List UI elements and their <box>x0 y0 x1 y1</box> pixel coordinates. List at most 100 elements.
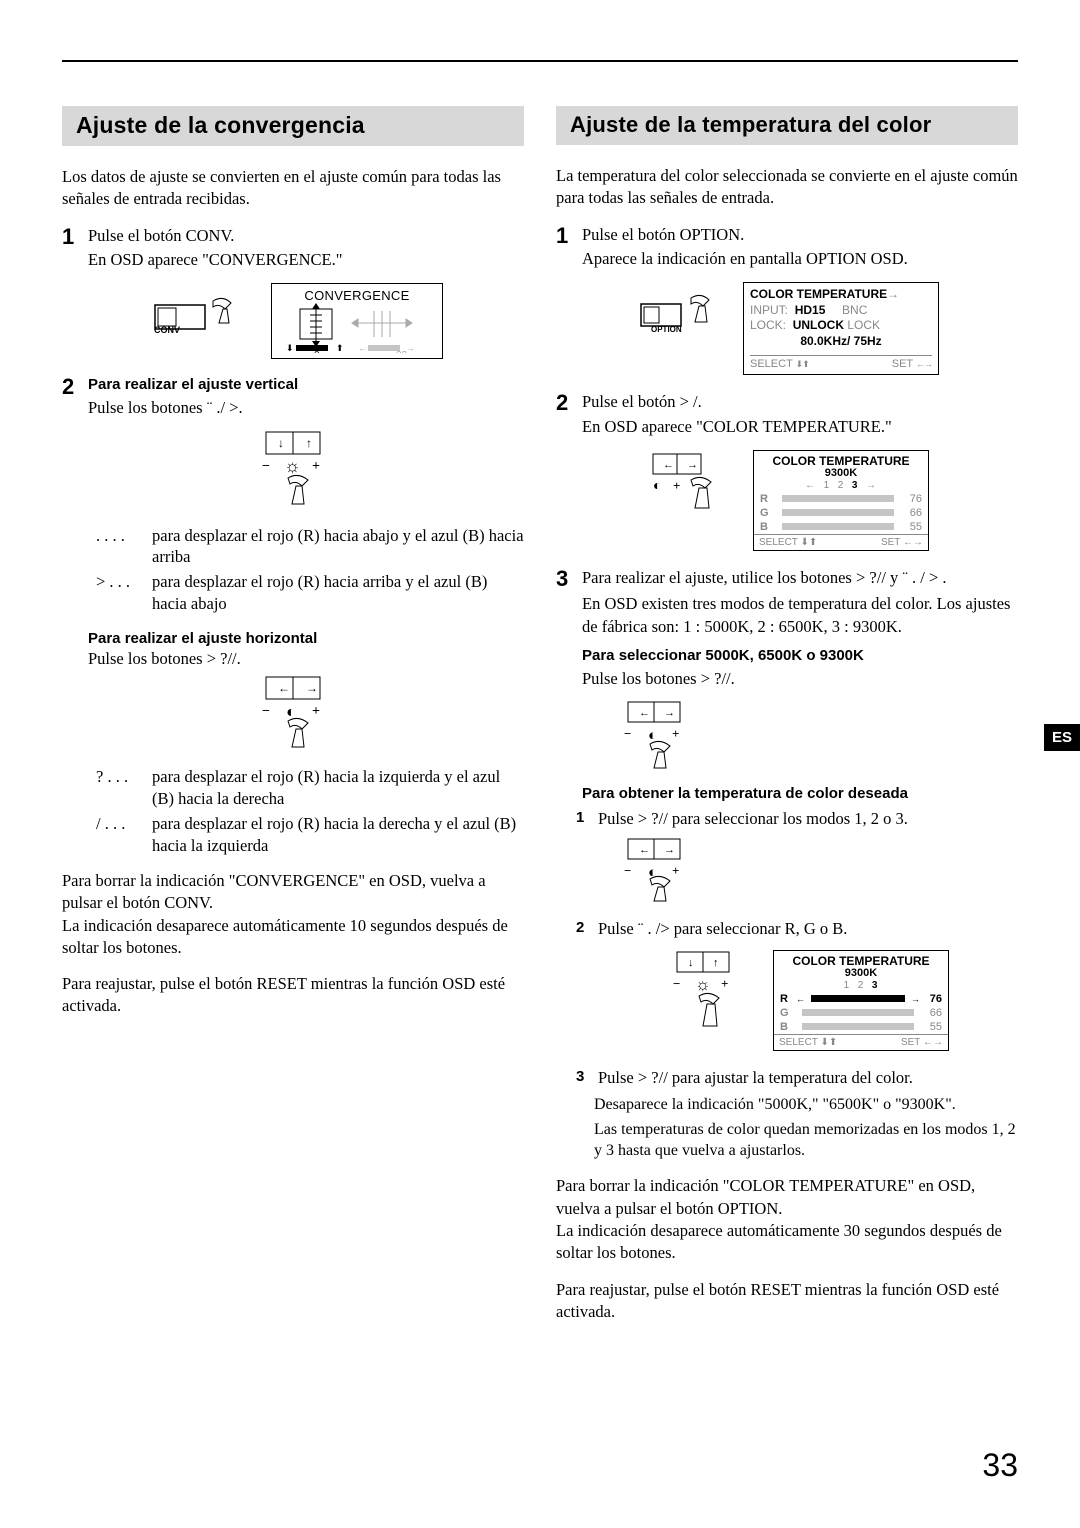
step-1: 1 Pulse el botón OPTION. Aparece la indi… <box>556 224 1018 273</box>
osd-footer: SELECT ⬇⬆SET ←→ <box>754 534 928 550</box>
svg-text:−: − <box>624 726 631 741</box>
paragraph: Para borrar la indicación "COLOR TEMPERA… <box>556 1175 1018 1264</box>
bullet-text: para desplazar el rojo (R) hacia arriba … <box>152 571 524 614</box>
step-number: 1 <box>556 224 582 273</box>
svg-text:←: ← <box>278 681 290 695</box>
step-number: 2 <box>62 375 88 422</box>
item-text: Pulse ¨ . /> para seleccionar R, G o B. <box>598 918 1018 940</box>
left-column: Ajuste de la convergencia Los datos de a… <box>62 106 524 1323</box>
osd-title: CONVERGENCE <box>278 288 436 303</box>
svg-text:+: + <box>672 726 679 741</box>
list-item: 2 Pulse ¨ . /> para seleccionar R, G o B… <box>576 918 1018 940</box>
top-rule <box>62 60 1018 62</box>
svg-text:0: 0 <box>314 350 320 353</box>
osd-line: INPUT: HD15 BNC <box>750 303 932 319</box>
step-number: 1 <box>62 225 88 274</box>
svg-text:+: + <box>721 976 728 991</box>
osd-row-b: B55 <box>774 1020 948 1034</box>
svg-text:−: − <box>262 459 270 474</box>
item-number: 3 <box>576 1067 598 1089</box>
step-1: 1 Pulse el botón CONV. En OSD aparece "C… <box>62 225 524 274</box>
paragraph: Para reajustar, pulse el botón RESET mie… <box>62 973 524 1018</box>
step-line: En OSD aparece "CONVERGENCE." <box>88 249 524 271</box>
convergence-diagram: CONV CONVERGENCE ⬇ <box>62 283 524 359</box>
sub-heading: Para seleccionar 5000K, 6500K o 9300K <box>582 646 1018 666</box>
sub-heading: Para realizar el ajuste horizontal <box>88 630 524 647</box>
osd-modes: ← 1 2 3 → <box>754 479 928 492</box>
svg-text:+: + <box>672 863 679 878</box>
step-body: Para realizar el ajuste, utilice los bot… <box>582 567 1018 692</box>
color-temp-osd-selected: COLOR TEMPERATURE 9300K 1 2 3 R←→76 G66 … <box>773 950 949 1051</box>
osd-row-g: G66 <box>774 1006 948 1020</box>
svg-text:+: + <box>312 459 320 474</box>
rgb-select-diagram: ↓↑ − ☼ + COLOR TEMPERATURE 9300K 1 2 3 R… <box>586 950 1018 1051</box>
osd-line: 80.0KHz/ 75Hz <box>750 334 932 350</box>
step-number: 3 <box>556 567 582 692</box>
osd-title: COLOR TEMPERATURE <box>754 451 928 468</box>
svg-text:→: → <box>406 343 415 353</box>
bullet-key: . . . . <box>96 525 152 568</box>
bullet-key: / . . . <box>96 813 152 856</box>
osd-value: 9300K <box>774 967 948 979</box>
svg-text:☼: ☼ <box>695 975 711 994</box>
option-osd: COLOR TEMPERATURE→ INPUT: HD15 BNC LOCK:… <box>743 282 939 375</box>
conv-button-press-icon: CONV <box>143 283 253 347</box>
step-2: 2 Para realizar el ajuste vertical Pulse… <box>62 375 524 422</box>
convergence-osd: CONVERGENCE ⬇ ⬆ 0 ← <box>271 283 443 359</box>
note-text: Las temperaturas de color quedan memoriz… <box>594 1120 1018 1162</box>
osd-row-g: G66 <box>754 506 928 520</box>
step-body: Pulse el botón > /. En OSD aparece "COLO… <box>582 391 1018 440</box>
svg-text:⬆: ⬆ <box>336 343 344 353</box>
svg-text:23: 23 <box>396 350 408 353</box>
osd-footer: SELECT ⬇⬆ SET ←→ <box>750 355 932 370</box>
color-temp-diagram: ←→ ◐+ COLOR TEMPERATURE 9300K ← 1 2 3 → … <box>556 450 1018 551</box>
step-line: Pulse los botones > ?//. <box>582 668 1018 690</box>
svg-text:−: − <box>673 976 680 991</box>
svg-text:←: ← <box>639 707 650 719</box>
osd-row-b: B55 <box>754 520 928 534</box>
osd-title: COLOR TEMPERATURE <box>774 951 948 968</box>
osd-value: 9300K <box>754 467 928 479</box>
step-body: Pulse el botón OPTION. Aparece la indica… <box>582 224 1018 273</box>
numbered-list: 3 Pulse > ?// para ajustar la temperatur… <box>576 1067 1018 1089</box>
horizontal-control-icon: ←→ − ◐ + <box>606 700 706 775</box>
bullet-text: para desplazar el rojo (R) hacia abajo y… <box>152 525 524 568</box>
svg-text:◐: ◐ <box>648 865 657 881</box>
svg-text:←: ← <box>358 343 367 353</box>
step-line: En OSD aparece "COLOR TEMPERATURE." <box>582 416 1018 438</box>
step-line: Pulse el botón CONV. <box>88 225 524 247</box>
section-title: Ajuste de la convergencia <box>62 106 524 146</box>
bullet-text: para desplazar el rojo (R) hacia la izqu… <box>152 766 524 809</box>
svg-text:→: → <box>664 844 675 856</box>
step-line: Pulse el botón OPTION. <box>582 224 1018 246</box>
bullet-key: > . . . <box>96 571 152 614</box>
osd-row-r: R←→76 <box>774 992 948 1006</box>
step-body: Pulse el botón CONV. En OSD aparece "CON… <box>88 225 524 274</box>
sub-heading: Para realizar el ajuste vertical <box>88 375 524 395</box>
horizontal-control-icon: ←→ − ◐ + <box>606 837 706 908</box>
step-2: 2 Pulse el botón > /. En OSD aparece "CO… <box>556 391 1018 440</box>
step-line: En OSD existen tres modos de temperatura… <box>582 593 1018 638</box>
bullet-item: / . . . para desplazar el rojo (R) hacia… <box>96 813 524 856</box>
bullet-item: > . . . para desplazar el rojo (R) hacia… <box>96 571 524 614</box>
svg-text:◐: ◐ <box>653 479 661 494</box>
step-line: Pulse el botón > /. <box>582 391 1018 413</box>
color-temp-osd: COLOR TEMPERATURE 9300K ← 1 2 3 → R76 G6… <box>753 450 929 551</box>
list-item: 3 Pulse > ?// para ajustar la temperatur… <box>576 1067 1018 1089</box>
svg-text:→: → <box>664 707 675 719</box>
right-column: Ajuste de la temperatura del color La te… <box>556 106 1018 1323</box>
numbered-list: 1 Pulse > ?// para seleccionar los modos… <box>576 808 1018 830</box>
osd-line: COLOR TEMPERATURE→ <box>750 287 932 303</box>
bullet-item: . . . . para desplazar el rojo (R) hacia… <box>96 525 524 568</box>
intro-text: La temperatura del color seleccionada se… <box>556 165 1018 210</box>
item-number: 1 <box>576 808 598 830</box>
numbered-list: 2 Pulse ¨ . /> para seleccionar R, G o B… <box>576 918 1018 940</box>
svg-text:−: − <box>624 863 631 878</box>
option-diagram: OPTION COLOR TEMPERATURE→ INPUT: HD15 BN… <box>556 282 1018 375</box>
bullet-item: ? . . . para desplazar el rojo (R) hacia… <box>96 766 524 809</box>
svg-text:OPTION: OPTION <box>651 325 682 334</box>
osd-graphic: ⬇ ⬆ 0 ← → 23 <box>278 303 434 353</box>
bullet-key: ? . . . <box>96 766 152 809</box>
step-line: Pulse los botones ¨ ./ >. <box>88 397 524 419</box>
svg-text:+: + <box>673 478 680 493</box>
